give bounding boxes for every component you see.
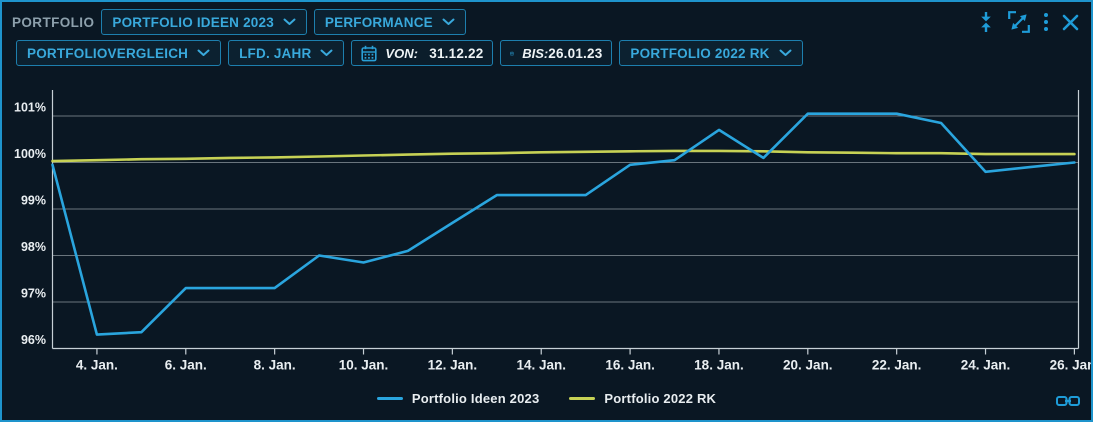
- chevron-down-icon: [320, 49, 333, 56]
- calendar-icon: [510, 51, 515, 55]
- date-from-label: VON:: [385, 45, 418, 61]
- svg-text:99%: 99%: [21, 194, 46, 208]
- chevron-down-icon: [779, 49, 792, 56]
- expand-icon[interactable]: [1008, 11, 1030, 33]
- comparison-label: PORTFOLIOVERGLEICH: [27, 45, 189, 61]
- legend-label: Portfolio Ideen 2023: [411, 391, 540, 406]
- portfolio-select-dropdown[interactable]: PORTFOLIO IDEEN 2023: [101, 9, 307, 35]
- portfolio-select-label: PORTFOLIO IDEEN 2023: [112, 14, 274, 30]
- svg-text:8. Jan.: 8. Jan.: [254, 358, 296, 373]
- svg-text:26. Jan.: 26. Jan.: [1050, 358, 1093, 373]
- svg-text:20. Jan.: 20. Jan.: [783, 358, 833, 373]
- svg-text:10. Jan.: 10. Jan.: [339, 358, 389, 373]
- period-dropdown[interactable]: LFD. JAHR: [228, 40, 345, 66]
- toolbar-top: PORTFOLIO PORTFOLIO IDEEN 2023 PERFORMAN…: [2, 9, 1091, 35]
- svg-text:101%: 101%: [14, 101, 46, 115]
- comparison-dropdown[interactable]: PORTFOLIOVERGLEICH: [16, 40, 222, 66]
- view-select-label: PERFORMANCE: [324, 14, 433, 30]
- benchmark-label: PORTFOLIO 2022 RK: [630, 45, 770, 61]
- svg-text:97%: 97%: [21, 287, 46, 301]
- svg-text:18. Jan.: 18. Jan.: [694, 358, 744, 373]
- kebab-menu-icon[interactable]: [1043, 11, 1049, 33]
- svg-text:96%: 96%: [21, 333, 46, 347]
- collapse-vertical-icon[interactable]: [977, 11, 995, 33]
- legend-swatch-yellow: [569, 397, 596, 400]
- svg-text:6. Jan.: 6. Jan.: [165, 358, 207, 373]
- period-label: LFD. JAHR: [239, 45, 312, 61]
- calendar-icon: [361, 45, 378, 61]
- view-select-dropdown[interactable]: PERFORMANCE: [313, 9, 466, 35]
- chevron-down-icon: [442, 18, 455, 25]
- svg-text:12. Jan.: 12. Jan.: [428, 358, 478, 373]
- svg-text:16. Jan.: 16. Jan.: [605, 358, 655, 373]
- close-icon[interactable]: [1062, 14, 1079, 31]
- svg-text:100%: 100%: [14, 147, 46, 161]
- date-to-field[interactable]: BIS: 26.01.23: [500, 40, 613, 66]
- chart-legend: Portfolio Ideen 2023 Portfolio 2022 RK: [2, 391, 1091, 406]
- svg-text:22. Jan.: 22. Jan.: [872, 358, 922, 373]
- link-icon[interactable]: [1056, 394, 1080, 413]
- date-to-value: 26.01.23: [548, 45, 603, 61]
- date-to-label: BIS:: [522, 45, 549, 61]
- chevron-down-icon: [283, 18, 296, 25]
- legend-item-portfolio-ideen: Portfolio Ideen 2023: [376, 391, 540, 406]
- svg-text:98%: 98%: [21, 240, 46, 254]
- legend-swatch-blue: [376, 397, 403, 400]
- legend-label: Portfolio 2022 RK: [604, 391, 717, 406]
- page-title: PORTFOLIO: [12, 14, 95, 30]
- window-controls: [977, 11, 1091, 33]
- svg-text:4. Jan.: 4. Jan.: [76, 358, 118, 373]
- svg-text:24. Jan.: 24. Jan.: [961, 358, 1011, 373]
- chevron-down-icon: [197, 49, 210, 56]
- benchmark-dropdown[interactable]: PORTFOLIO 2022 RK: [619, 40, 803, 66]
- toolbar-filters: PORTFOLIOVERGLEICH LFD. JAHR VON: 31.12.…: [2, 40, 1091, 66]
- svg-text:14. Jan.: 14. Jan.: [516, 358, 566, 373]
- date-from-value: 31.12.22: [429, 45, 484, 61]
- date-from-field[interactable]: VON: 31.12.22: [351, 40, 494, 66]
- legend-item-portfolio-2022rk: Portfolio 2022 RK: [569, 391, 716, 406]
